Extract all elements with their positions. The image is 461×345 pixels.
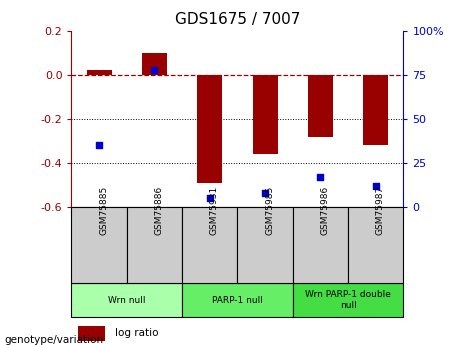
Text: GSM75931: GSM75931: [210, 186, 219, 235]
Point: [372, 183, 379, 189]
Bar: [71, 207, 127, 283]
Point: [261, 190, 269, 196]
Text: GSM75987: GSM75987: [376, 186, 385, 235]
Text: log ratio: log ratio: [115, 328, 158, 338]
Text: GSM75885: GSM75885: [99, 186, 108, 235]
Text: Wrn PARP-1 double
null: Wrn PARP-1 double null: [305, 290, 391, 310]
Text: genotype/variation: genotype/variation: [5, 335, 104, 345]
Text: GSM75986: GSM75986: [320, 186, 330, 235]
Bar: [197, 75, 222, 183]
Bar: [182, 207, 237, 283]
Bar: [253, 75, 278, 154]
Point: [95, 143, 103, 148]
Bar: [293, 283, 403, 317]
Bar: [182, 283, 293, 317]
Bar: [293, 207, 348, 283]
Point: [317, 174, 324, 180]
Bar: [127, 207, 182, 283]
Bar: [308, 75, 333, 137]
Title: GDS1675 / 7007: GDS1675 / 7007: [175, 12, 300, 27]
Point: [206, 195, 213, 201]
Text: GSM75886: GSM75886: [154, 186, 164, 235]
Text: Wrn null: Wrn null: [108, 296, 146, 305]
Bar: [237, 207, 293, 283]
Bar: [78, 326, 105, 341]
Text: GSM75985: GSM75985: [265, 186, 274, 235]
Bar: [142, 53, 167, 75]
Bar: [363, 75, 388, 146]
Point: [151, 67, 158, 72]
Bar: [71, 283, 182, 317]
Bar: [348, 207, 403, 283]
Text: PARP-1 null: PARP-1 null: [212, 296, 263, 305]
Bar: [87, 70, 112, 75]
